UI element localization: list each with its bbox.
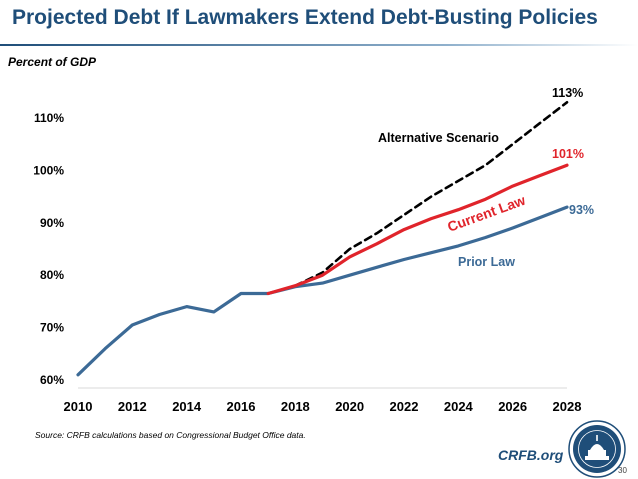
end-value-label: 101%	[552, 147, 584, 161]
y-tick-label: 110%	[34, 111, 64, 125]
y-axis-label: Percent of GDP	[8, 55, 97, 69]
x-tick-label: 2012	[118, 399, 147, 414]
y-tick-labels: 60% 70% 80% 90% 100% 110%	[33, 111, 64, 387]
title-rule	[0, 44, 638, 46]
series-label-alternative-scenario: Alternative Scenario	[378, 131, 499, 145]
y-tick-label: 70%	[40, 321, 64, 335]
end-value-label: 93%	[569, 203, 594, 217]
page-number: 30	[618, 466, 627, 475]
x-tick-label: 2020	[335, 399, 364, 414]
y-tick-label: 60%	[40, 373, 64, 387]
x-tick-label: 2016	[227, 399, 256, 414]
x-tick-label: 2014	[172, 399, 202, 414]
y-tick-label: 80%	[40, 268, 64, 282]
end-value-label: 113%	[552, 86, 583, 100]
x-tick-label: 2024	[444, 399, 474, 414]
x-tick-label: 2022	[390, 399, 419, 414]
x-tick-label: 2010	[64, 399, 93, 414]
chart-title: Projected Debt If Lawmakers Extend Debt-…	[12, 6, 598, 29]
series-line-current-law	[266, 163, 569, 296]
x-tick-labels: 2010 2012 2014 2016 2018 2020 2022 2024 2026 2028	[64, 399, 582, 414]
x-tick-label: 2018	[281, 399, 310, 414]
site-link[interactable]: CRFB.org	[498, 447, 564, 463]
crfb-seal-logo	[568, 420, 626, 478]
y-tick-label: 100%	[33, 163, 64, 177]
y-tick-label: 90%	[40, 216, 64, 230]
series-lines	[76, 101, 569, 377]
x-tick-label: 2026	[498, 399, 527, 414]
source-note: Source: CRFB calculations based on Congr…	[35, 430, 306, 440]
series-line-alternative-scenario	[293, 101, 569, 288]
series-label-prior-law: Prior Law	[458, 255, 515, 269]
series-line-prior-law	[76, 205, 569, 377]
x-tick-label: 2028	[553, 399, 582, 414]
